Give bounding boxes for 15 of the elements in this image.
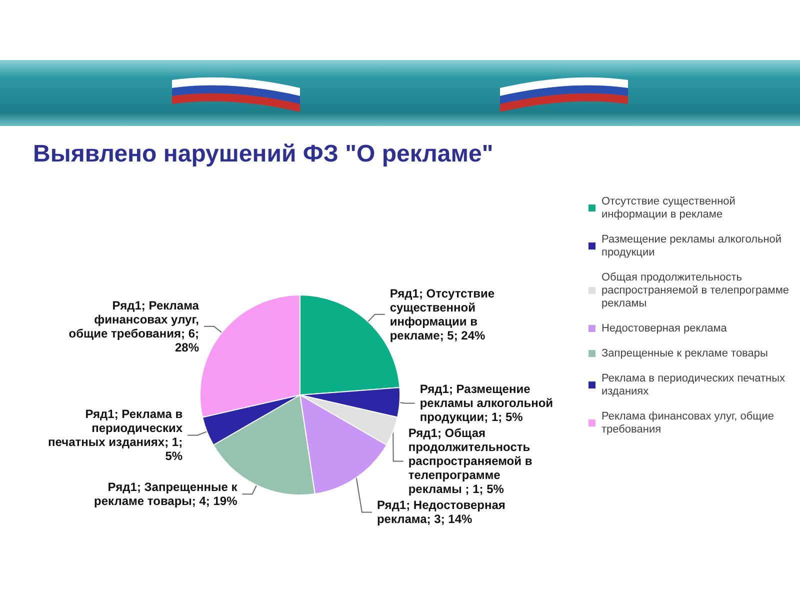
data-label: Ряд1; Размещение рекламы алкогольной продукции; 1; 5%: [420, 382, 554, 424]
chart-title: Выявлено нарушений ФЗ "О рекламе": [33, 140, 494, 168]
legend-label: Размещение рекламы алкогольной продукции: [601, 234, 782, 258]
legend-label: Запрещенные к рекламе товары: [601, 348, 768, 360]
data-label: Ряд1; Отсутствие существенной информации в рекламе; 5; 24%: [390, 286, 495, 342]
data-label: Ряд1; Общая продолжительность распространяемой в телепрограмме рекламы ; 1; 5%: [408, 426, 532, 496]
legend-label: Реклама в периодических печатных изданиях: [601, 372, 786, 398]
legend-label: Общая продолжительность распространяемой в телепрограмме рекламы: [601, 272, 789, 310]
legend-label: Отсутствие существенной информации в рекламе: [601, 196, 736, 220]
data-label: Ряд1; Недостоверная реклама; 3; 14%: [376, 498, 506, 526]
legend-label: Реклама финансовах улуг, общие требования: [601, 410, 774, 436]
data-label: Ряд1; Реклама финансовах улуг, общие требования; 6; 28%: [68, 298, 200, 354]
data-label: Ряд1; Запрещенные к рекламе товары; 4; 19%: [94, 480, 238, 508]
legend-label: Недостоверная реклама: [601, 322, 728, 334]
data-label: Ряд1; Реклама в периодических печатных изданиях; 1; 5%: [48, 407, 183, 464]
